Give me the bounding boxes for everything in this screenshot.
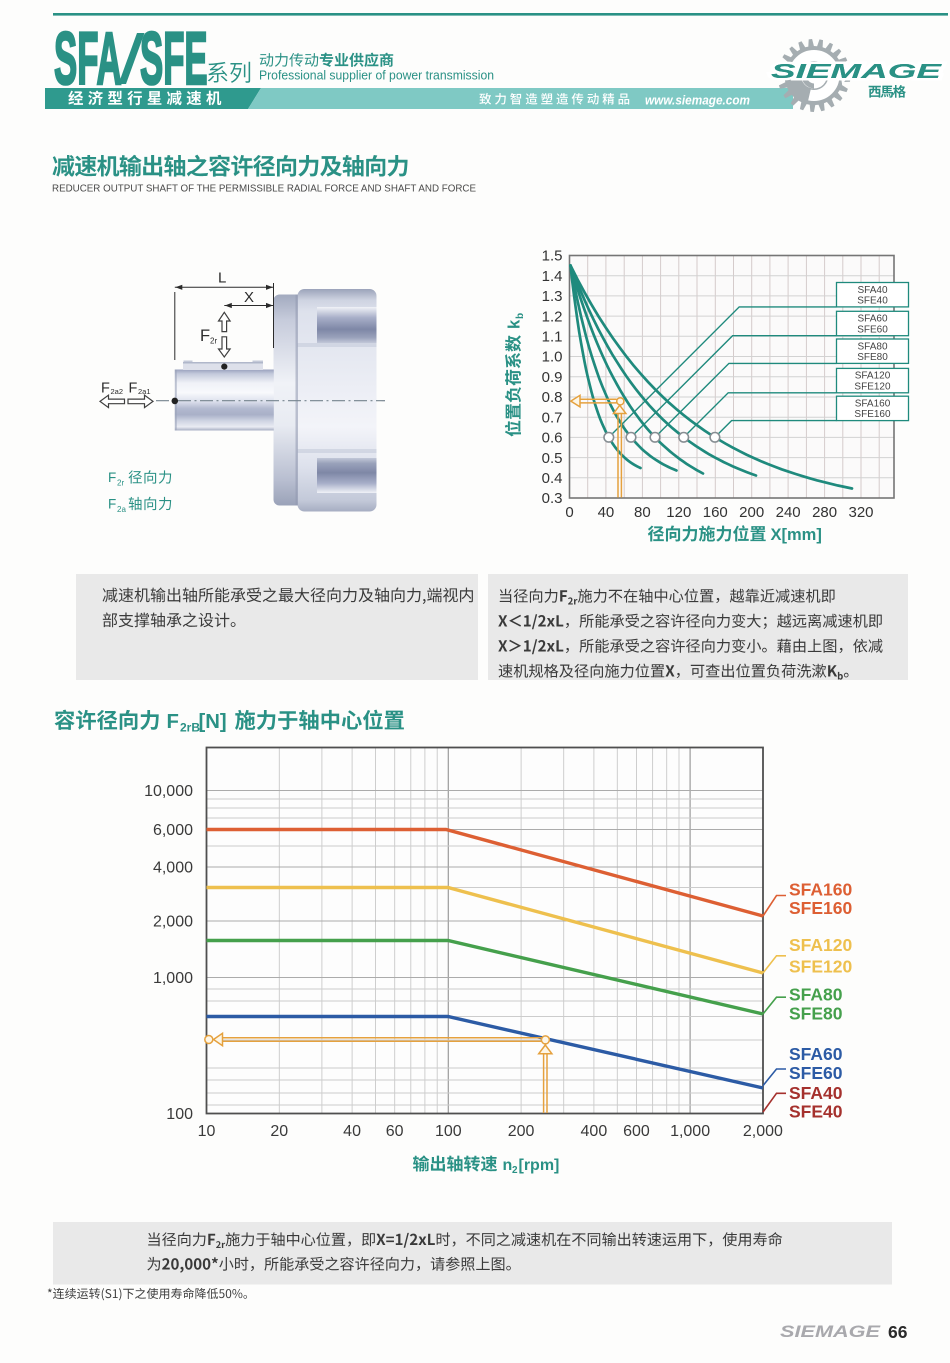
svg-text:10: 10 xyxy=(198,1123,216,1140)
svg-text:F: F xyxy=(200,327,210,345)
svg-text:k: k xyxy=(506,319,524,329)
svg-text:b: b xyxy=(515,313,526,319)
svg-text:SFE60: SFE60 xyxy=(789,1063,843,1083)
svg-text:SFE160: SFE160 xyxy=(854,409,891,420)
svg-text:0.5: 0.5 xyxy=(542,450,563,467)
svg-text:2a: 2a xyxy=(117,505,126,514)
svg-text:SFE120: SFE120 xyxy=(854,381,891,392)
svg-text:1.0: 1.0 xyxy=(542,349,563,366)
svg-text:120: 120 xyxy=(666,504,691,521)
svg-text:SFA: SFA xyxy=(54,19,122,101)
svg-text:320: 320 xyxy=(849,504,874,521)
svg-text:1.4: 1.4 xyxy=(542,268,563,285)
svg-text:2rB: 2rB xyxy=(180,721,200,735)
svg-text:SIEMAGE: SIEMAGE xyxy=(771,61,942,83)
svg-text:SFE40: SFE40 xyxy=(789,1102,843,1122)
svg-text:F: F xyxy=(167,711,179,733)
svg-text:20: 20 xyxy=(270,1123,288,1140)
svg-text:SFE80: SFE80 xyxy=(857,352,888,363)
svg-text:2a2: 2a2 xyxy=(111,387,124,396)
svg-text:F: F xyxy=(108,470,116,485)
svg-text:240: 240 xyxy=(776,504,801,521)
svg-text:100: 100 xyxy=(166,1106,193,1123)
svg-text:1.2: 1.2 xyxy=(542,308,563,325)
svg-text:4,000: 4,000 xyxy=(153,860,193,877)
svg-text:0.7: 0.7 xyxy=(542,409,563,426)
svg-text:1.3: 1.3 xyxy=(542,288,563,305)
svg-text:2a1: 2a1 xyxy=(138,387,151,396)
svg-text:SFA40: SFA40 xyxy=(789,1083,843,1103)
svg-text:0.3: 0.3 xyxy=(542,490,563,507)
svg-text:2,000: 2,000 xyxy=(153,914,193,931)
svg-text:60: 60 xyxy=(386,1123,404,1140)
svg-text:40: 40 xyxy=(343,1123,361,1140)
svg-text:1.5: 1.5 xyxy=(542,248,563,265)
svg-text:SFA80: SFA80 xyxy=(789,985,843,1005)
svg-text:40: 40 xyxy=(598,504,615,521)
svg-text:0: 0 xyxy=(565,504,573,521)
svg-text:SFE40: SFE40 xyxy=(857,296,888,307)
svg-text:6,000: 6,000 xyxy=(153,822,193,839)
svg-text:2: 2 xyxy=(512,1165,518,1176)
svg-text:200: 200 xyxy=(508,1123,535,1140)
svg-text:SFA120: SFA120 xyxy=(789,935,852,955)
svg-text:[N]: [N] xyxy=(199,711,227,733)
svg-text:SFE: SFE xyxy=(140,19,208,101)
svg-text:SFA160: SFA160 xyxy=(789,880,852,900)
svg-text:0.4: 0.4 xyxy=(542,470,563,487)
svg-text:66: 66 xyxy=(888,1322,908,1342)
svg-text:SIEMAGE: SIEMAGE xyxy=(771,61,942,83)
svg-text:SIEMAGE: SIEMAGE xyxy=(780,1322,881,1341)
svg-text:SFA40: SFA40 xyxy=(857,285,887,296)
svg-text:2r: 2r xyxy=(117,479,124,488)
svg-text:Professional supplier of power: Professional supplier of power transmiss… xyxy=(259,68,494,83)
svg-text:0.8: 0.8 xyxy=(542,389,563,406)
svg-text:SFA160: SFA160 xyxy=(855,399,891,410)
svg-text:SFA120: SFA120 xyxy=(855,371,891,382)
svg-text:SFE160: SFE160 xyxy=(789,898,852,918)
svg-text:10,000: 10,000 xyxy=(144,783,193,800)
svg-text:SFA80: SFA80 xyxy=(857,341,887,352)
svg-text:0.6: 0.6 xyxy=(542,430,563,447)
svg-text:F: F xyxy=(129,381,138,397)
svg-text:280: 280 xyxy=(812,504,837,521)
svg-text:n: n xyxy=(503,1157,513,1174)
svg-text:SFA60: SFA60 xyxy=(789,1044,843,1064)
svg-text:L: L xyxy=(218,270,226,287)
svg-text:SFE80: SFE80 xyxy=(789,1003,843,1023)
svg-text:[rpm]: [rpm] xyxy=(519,1157,560,1174)
svg-text:2,000: 2,000 xyxy=(743,1123,783,1140)
svg-text:SFE60: SFE60 xyxy=(857,324,888,335)
svg-text:F: F xyxy=(101,381,110,397)
svg-text:160: 160 xyxy=(703,504,728,521)
svg-text:200: 200 xyxy=(739,504,764,521)
svg-text:SFA60: SFA60 xyxy=(857,314,887,325)
svg-text:1,000: 1,000 xyxy=(153,970,193,987)
svg-text:600: 600 xyxy=(623,1123,650,1140)
svg-text:0.9: 0.9 xyxy=(542,369,563,386)
svg-text:1.1: 1.1 xyxy=(542,329,563,346)
svg-text:100: 100 xyxy=(435,1123,462,1140)
svg-text:F: F xyxy=(108,497,116,512)
svg-text:REDUCER OUTPUT SHAFT OF THE PE: REDUCER OUTPUT SHAFT OF THE PERMISSIBLE … xyxy=(52,184,476,195)
svg-text:2r: 2r xyxy=(210,337,217,346)
svg-text:www.siemage.com: www.siemage.com xyxy=(645,93,750,108)
svg-text:SFE120: SFE120 xyxy=(789,956,852,976)
svg-text:X[mm]: X[mm] xyxy=(771,526,822,544)
svg-text:1,000: 1,000 xyxy=(670,1123,710,1140)
svg-text:X: X xyxy=(244,289,254,306)
svg-text:400: 400 xyxy=(581,1123,608,1140)
svg-text:80: 80 xyxy=(634,504,651,521)
